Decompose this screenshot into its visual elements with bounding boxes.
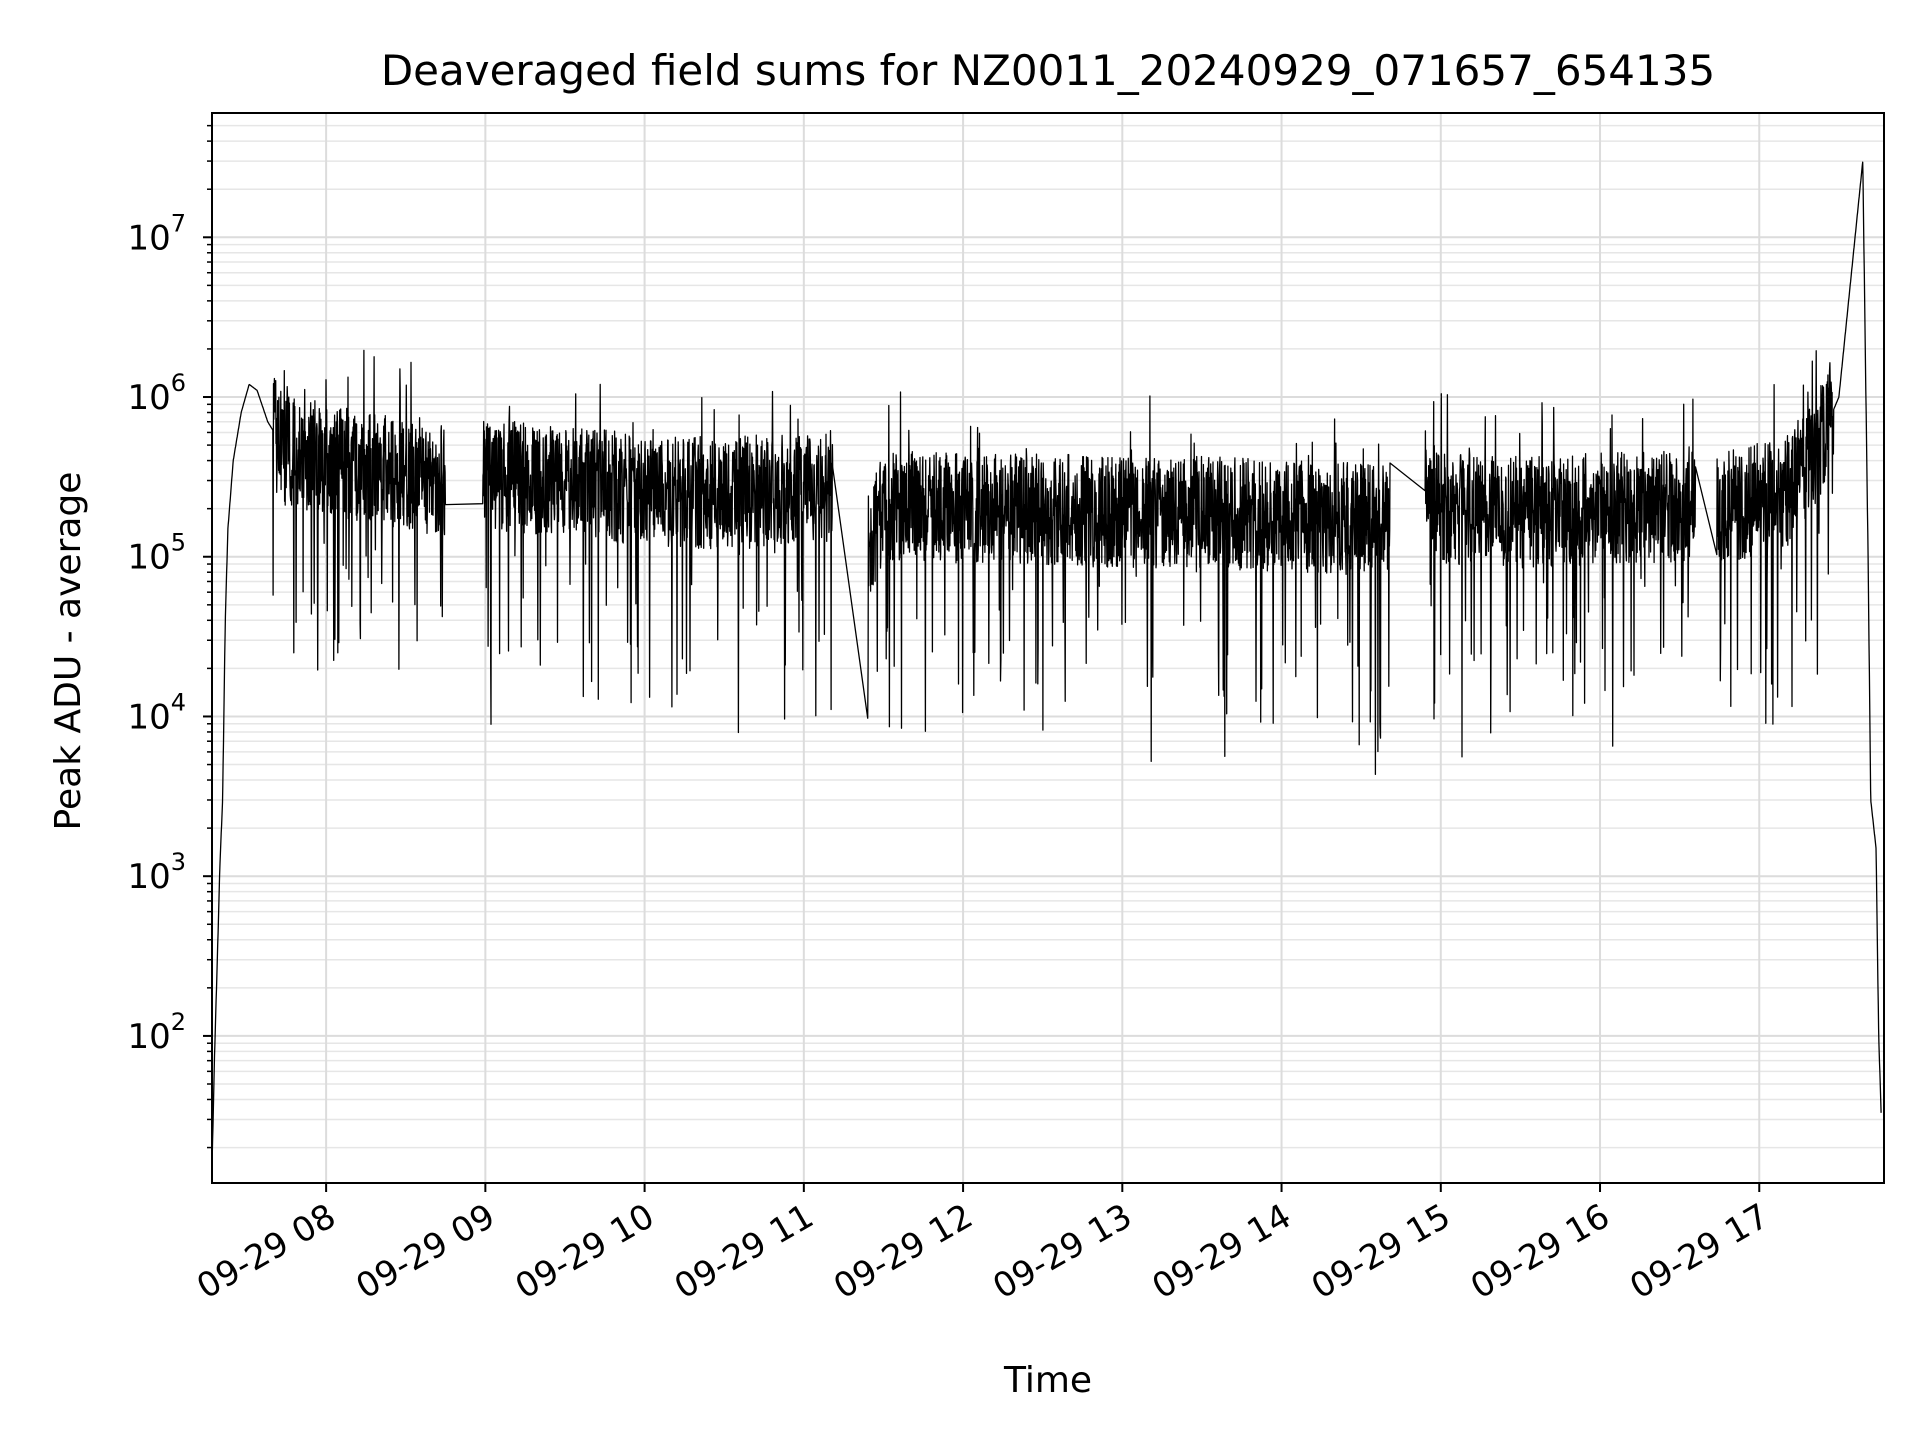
y-axis-label: Peak ADU - average (48, 472, 89, 831)
y-tick-label: 107 (127, 209, 186, 258)
data-layer (211, 161, 1882, 1168)
y-tick-label: 105 (127, 529, 186, 578)
plot-frame (211, 112, 1885, 1184)
grid (212, 113, 1884, 1183)
series-line (211, 161, 1882, 1168)
y-tick-label: 103 (127, 848, 186, 897)
y-tick-label: 102 (127, 1008, 186, 1057)
y-tick-label: 104 (127, 688, 186, 737)
y-tick-label: 106 (127, 369, 186, 418)
x-axis-label: Time (1003, 1360, 1092, 1401)
chart-title: Deaveraged field sums for NZ0011_2024092… (381, 46, 1715, 95)
